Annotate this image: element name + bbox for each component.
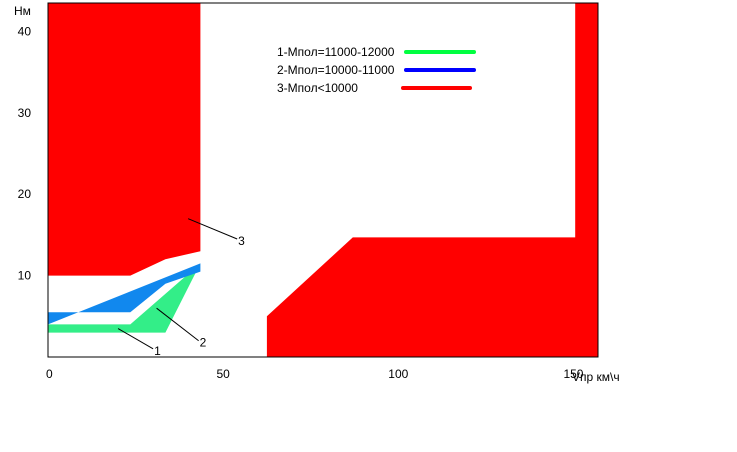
y-tick-label: 40: [18, 24, 32, 38]
plot-frame: [47, 2, 599, 358]
x-axis-label: Vпр км\ч: [572, 370, 620, 384]
y-tick-label: 10: [18, 269, 32, 283]
legend-entry-label: 2-Мпол=10000-11000: [277, 63, 395, 77]
callout-label-3: 3: [238, 234, 245, 248]
plot-regions: [48, 3, 598, 357]
region-1: [48, 263, 201, 333]
legend-entry-label: 1-Мпол=11000-12000: [277, 45, 395, 59]
x-tick-label: 150: [563, 367, 583, 381]
y-axis-label: Нм: [14, 4, 31, 18]
region-3-right: [266, 3, 598, 357]
legend-entry-label: 3-Мпол<10000: [277, 81, 358, 95]
callout-line-1: [117, 328, 154, 350]
x-tick-label: 50: [216, 367, 230, 381]
y-axis-ticks: 10 20 30 40: [18, 24, 32, 282]
legend: 1-Мпол=11000-12000 2-Мпол=10000-11000 3-Мп…: [277, 45, 476, 95]
x-axis-ticks: 0 50 100 150: [46, 367, 584, 381]
callout-line-3: [187, 218, 238, 240]
callout-line-2: [156, 307, 199, 342]
x-tick-label: 100: [388, 367, 408, 381]
callouts: 1 2 3: [117, 218, 245, 358]
callout-label-1: 1: [154, 344, 161, 358]
callout-label-2: 2: [200, 336, 207, 350]
x-tick-label: 0: [46, 367, 53, 381]
y-tick-label: 20: [18, 187, 32, 201]
region-2: [48, 263, 201, 325]
y-tick-label: 30: [18, 106, 32, 120]
region-3-left: [48, 3, 201, 276]
